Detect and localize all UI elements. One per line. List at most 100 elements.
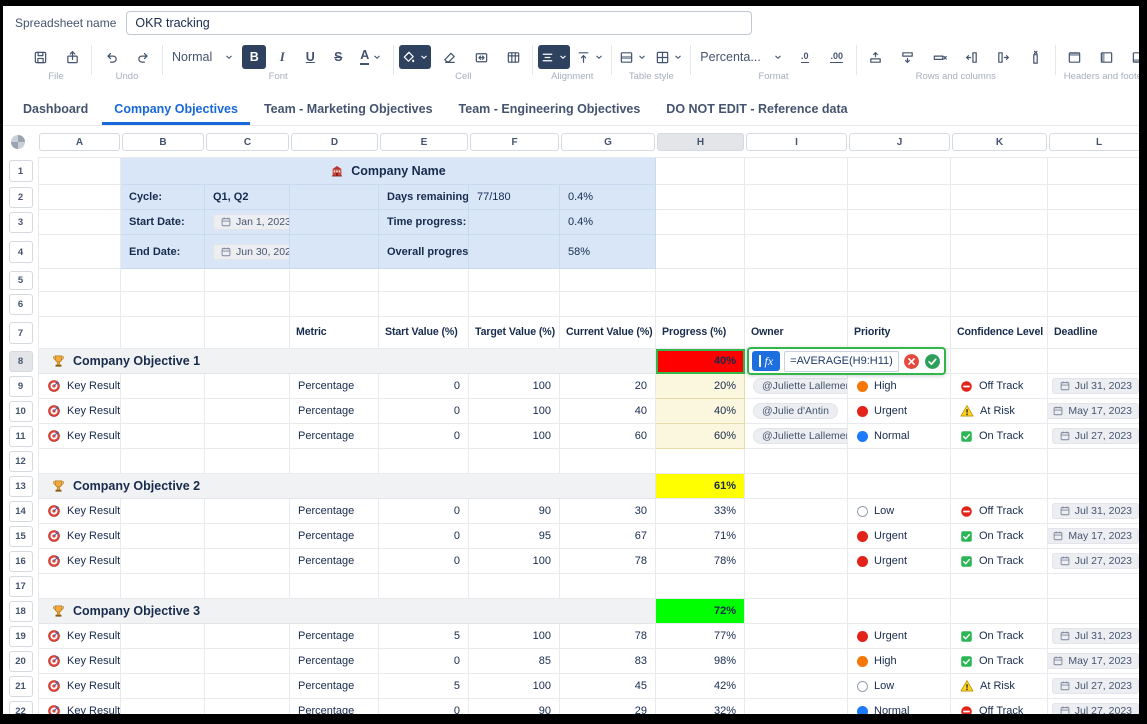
cell-G5[interactable]: [560, 269, 656, 292]
cell-F2[interactable]: 77/180: [469, 185, 560, 210]
cell-G15[interactable]: 67: [560, 524, 656, 549]
cell-L9[interactable]: Jul 31, 2023: [1048, 374, 1139, 399]
footer-row-button[interactable]: [1125, 45, 1139, 69]
cell-J3[interactable]: [848, 210, 951, 235]
cell-F11[interactable]: 100: [469, 424, 560, 449]
row-header-16[interactable]: 16: [9, 551, 33, 572]
cell-K16[interactable]: On Track: [951, 549, 1048, 574]
delete-row-button[interactable]: [926, 45, 954, 69]
italic-button[interactable]: I: [270, 45, 294, 69]
cell-C16[interactable]: [205, 549, 290, 574]
cell-A1[interactable]: [38, 157, 121, 185]
cell-B2[interactable]: Cycle:: [121, 185, 205, 210]
cell-K6[interactable]: [951, 292, 1048, 317]
decrease-decimal-button[interactable]: .0: [791, 45, 819, 69]
cell-G3[interactable]: 0.4%: [560, 210, 656, 235]
cell-G22[interactable]: 29: [560, 699, 656, 714]
row-style-button[interactable]: [617, 45, 649, 69]
cell-L20[interactable]: May 17, 2023: [1048, 649, 1139, 674]
cell-I12[interactable]: [745, 449, 848, 474]
cell-D19[interactable]: Percentage: [290, 624, 379, 649]
cell-L22[interactable]: Jul 27, 2023: [1048, 699, 1139, 714]
tab-company-objectives[interactable]: Company Objectives: [102, 102, 250, 125]
cell-L4[interactable]: [1048, 235, 1139, 269]
cell-H3[interactable]: [656, 210, 745, 235]
cell-F16[interactable]: 100: [469, 549, 560, 574]
cell-K17[interactable]: [951, 574, 1048, 599]
cell-A21[interactable]: Key Result 3: [38, 674, 121, 699]
cell-J7[interactable]: Priority: [848, 317, 951, 349]
tab-team-engineering-objectives[interactable]: Team - Engineering Objectives: [447, 102, 653, 125]
cell-H7[interactable]: Progress (%): [656, 317, 745, 349]
cell-E17[interactable]: [379, 574, 469, 599]
cell-B22[interactable]: [121, 699, 205, 714]
cell-B21[interactable]: [121, 674, 205, 699]
insert-row-below-button[interactable]: [894, 45, 922, 69]
cell-C2[interactable]: Q1, Q2: [205, 185, 290, 210]
cell-G9[interactable]: 20: [560, 374, 656, 399]
select-all-icon[interactable]: [10, 134, 26, 150]
cell-G11[interactable]: 60: [560, 424, 656, 449]
owner-chip[interactable]: @Juliette Lallement: [753, 428, 848, 444]
cell-I1[interactable]: [745, 157, 848, 185]
cell-B1[interactable]: Company Name: [121, 157, 656, 185]
cell-I22[interactable]: [745, 699, 848, 714]
date-chip[interactable]: Jul 31, 2023: [1052, 628, 1139, 644]
column-header-E[interactable]: E: [380, 133, 468, 151]
cell-H11[interactable]: 60%: [656, 424, 745, 449]
cell-L2[interactable]: [1048, 185, 1139, 210]
cell-I3[interactable]: [745, 210, 848, 235]
cell-C9[interactable]: [205, 374, 290, 399]
date-chip[interactable]: Jul 31, 2023: [1052, 378, 1139, 394]
column-header-L[interactable]: L: [1049, 133, 1139, 151]
cell-K13[interactable]: [951, 474, 1048, 499]
cell-I9[interactable]: @Juliette Lallement: [745, 374, 848, 399]
cell-A11[interactable]: Key Result 3: [38, 424, 121, 449]
cell-C14[interactable]: [205, 499, 290, 524]
column-header-G[interactable]: G: [561, 133, 655, 151]
cell-L21[interactable]: Jul 27, 2023: [1048, 674, 1139, 699]
cell-F21[interactable]: 100: [469, 674, 560, 699]
cell-K22[interactable]: Off Track: [951, 699, 1048, 714]
cell-L8[interactable]: [1048, 349, 1139, 374]
cell-L10[interactable]: May 17, 2023: [1048, 399, 1139, 424]
export-button[interactable]: [58, 45, 86, 69]
cell-L14[interactable]: Jul 31, 2023: [1048, 499, 1139, 524]
cell-D17[interactable]: [290, 574, 379, 599]
cell-D11[interactable]: Percentage: [290, 424, 379, 449]
cell-J5[interactable]: [848, 269, 951, 292]
cell-D21[interactable]: Percentage: [290, 674, 379, 699]
cell-F14[interactable]: 90: [469, 499, 560, 524]
cell-I21[interactable]: [745, 674, 848, 699]
cell-K1[interactable]: [951, 157, 1048, 185]
cell-J1[interactable]: [848, 157, 951, 185]
date-chip[interactable]: Jan 1, 2023: [213, 214, 290, 230]
row-header-1[interactable]: 1: [9, 160, 33, 182]
cell-F15[interactable]: 95: [469, 524, 560, 549]
cell-G17[interactable]: [560, 574, 656, 599]
cell-G20[interactable]: 83: [560, 649, 656, 674]
cell-A7[interactable]: [38, 317, 121, 349]
cell-A17[interactable]: [38, 574, 121, 599]
cell-G16[interactable]: 78: [560, 549, 656, 574]
cell-B9[interactable]: [121, 374, 205, 399]
cell-K12[interactable]: [951, 449, 1048, 474]
cell-J12[interactable]: [848, 449, 951, 474]
cell-I7[interactable]: Owner: [745, 317, 848, 349]
date-chip[interactable]: Jul 27, 2023: [1052, 553, 1139, 569]
cell-E14[interactable]: 0: [379, 499, 469, 524]
bold-button[interactable]: B: [242, 45, 266, 69]
cell-C22[interactable]: [205, 699, 290, 714]
cell-B11[interactable]: [121, 424, 205, 449]
insert-row-above-button[interactable]: [862, 45, 890, 69]
cell-G21[interactable]: 45: [560, 674, 656, 699]
cell-J17[interactable]: [848, 574, 951, 599]
cell-K9[interactable]: Off Track: [951, 374, 1048, 399]
cell-B3[interactable]: Start Date:: [121, 210, 205, 235]
confirm-formula-button[interactable]: [924, 353, 941, 370]
redo-button[interactable]: [129, 45, 157, 69]
insert-column-right-button[interactable]: [990, 45, 1018, 69]
cell-C17[interactable]: [205, 574, 290, 599]
cell-H1[interactable]: [656, 157, 745, 185]
cell-properties-button[interactable]: [499, 45, 527, 69]
